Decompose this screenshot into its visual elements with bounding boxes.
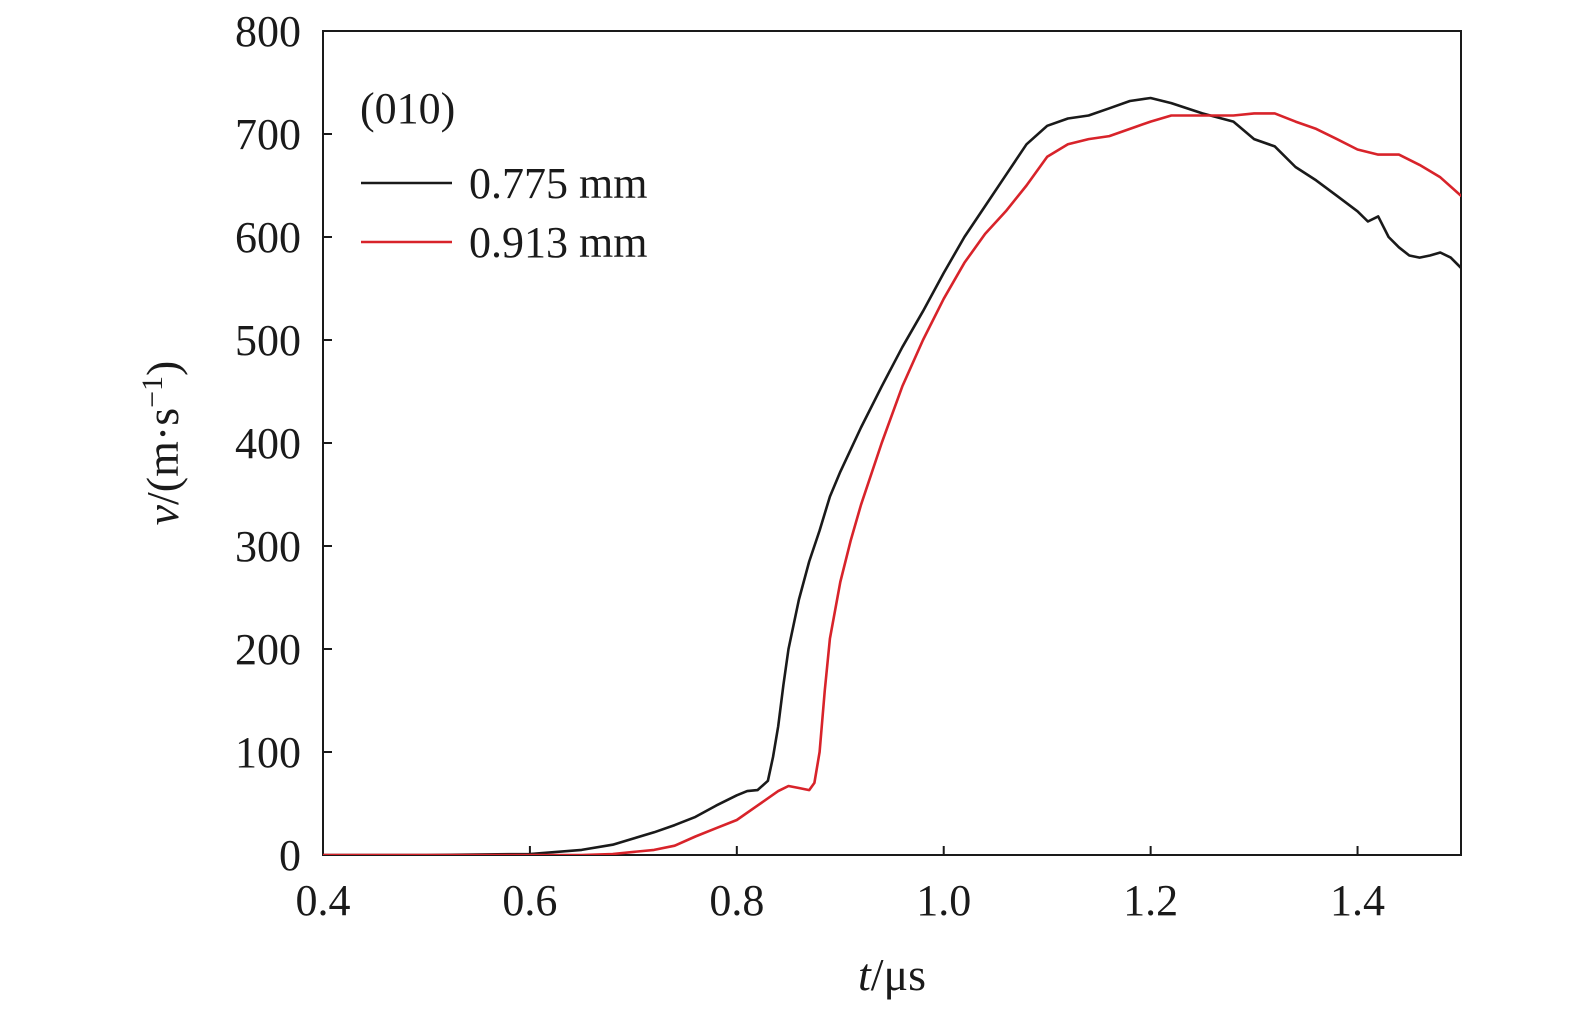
chart-annotation: (010): [360, 84, 455, 133]
series-line-1: [323, 96, 1461, 855]
x-axis-label-unit: /μs: [871, 949, 926, 1000]
y-tick-label: 100: [235, 728, 301, 777]
series-group: [323, 96, 1461, 855]
legend: 0.775 mm 0.913 mm: [361, 159, 647, 267]
x-tick-label: 1.4: [1330, 876, 1385, 925]
y-tick-label: 0: [279, 831, 301, 880]
y-axis-label-close: ): [137, 361, 188, 376]
x-axis-label-var: t: [858, 949, 872, 1000]
series-line-2: [323, 112, 1461, 855]
y-tick-label: 800: [235, 7, 301, 56]
y-tick-label: 700: [235, 110, 301, 159]
x-tick-label: 0.6: [502, 876, 557, 925]
x-tick-label: 1.2: [1123, 876, 1178, 925]
legend-label: 0.775 mm: [469, 159, 647, 208]
plot-area-frame: [322, 30, 1462, 856]
y-tick-label: 500: [235, 316, 301, 365]
x-axis: 0.4 0.6 0.8 1.0 1.2 1.4: [296, 846, 1385, 925]
x-tick-label: 1.0: [916, 876, 971, 925]
y-tick-label: 400: [235, 419, 301, 468]
y-tick-label: 200: [235, 625, 301, 674]
y-axis: 0 100 200 300 400 500 600 700 800: [235, 7, 332, 880]
y-tick-label: 600: [235, 213, 301, 262]
x-tick-label: 0.4: [296, 876, 351, 925]
y-axis-label: v/(m·s−1): [136, 361, 189, 526]
y-tick-label: 300: [235, 522, 301, 571]
y-axis-label-sup: −1: [136, 376, 169, 408]
x-axis-label: t/μs: [858, 949, 926, 1000]
legend-label: 0.913 mm: [469, 218, 647, 267]
x-tick-label: 0.8: [709, 876, 764, 925]
y-axis-label-var: v: [137, 504, 188, 525]
y-axis-label-unit: /(m·s: [137, 408, 188, 505]
